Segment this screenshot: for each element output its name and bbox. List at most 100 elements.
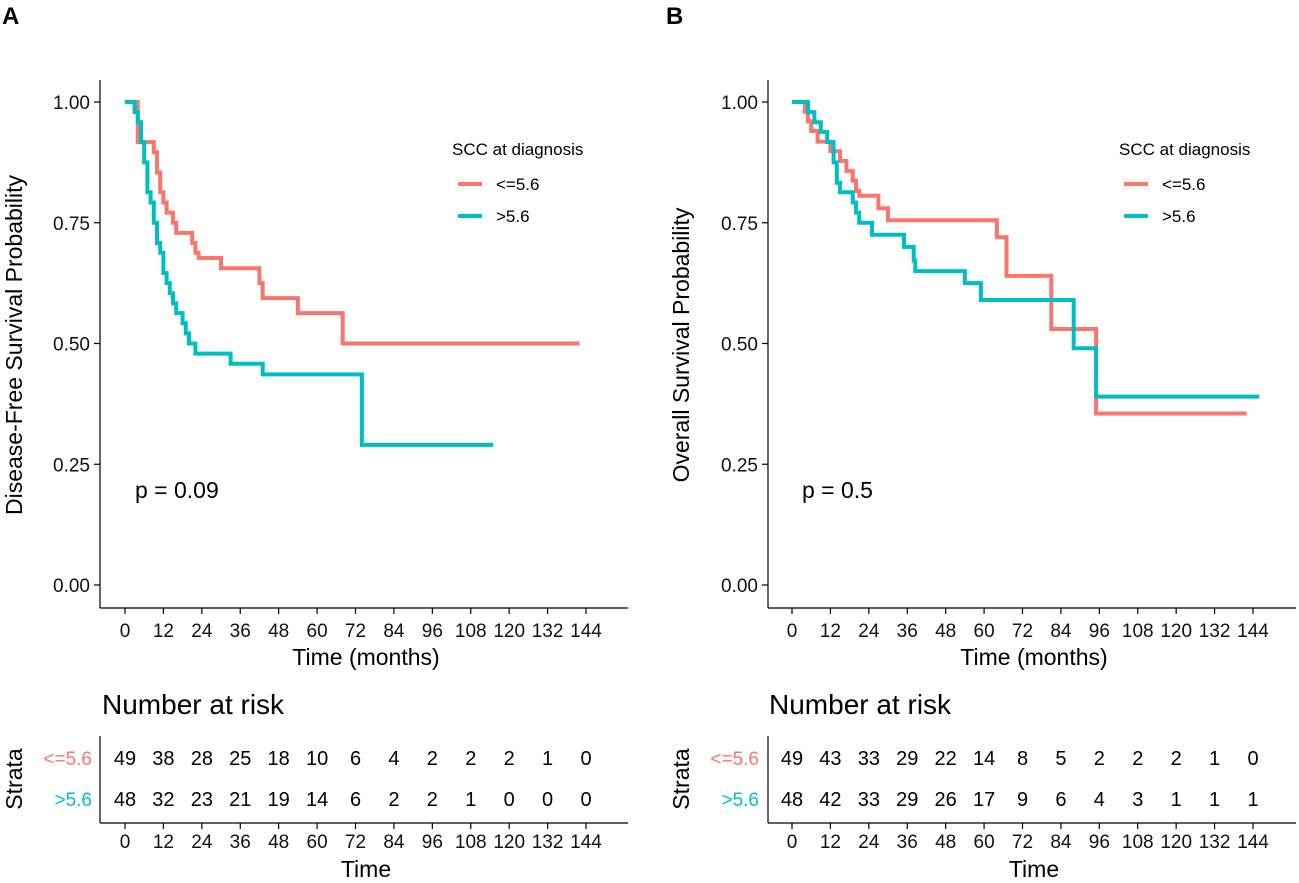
risk-cell: 28 [191, 748, 213, 770]
panel-a-plot: 0.00 0.25 0.50 0.75 1.00 0 12 24 36 48 60 72 84 96 10… [1, 80, 628, 670]
risk-x-tick-label: 72 [345, 832, 366, 853]
panel-a-risk-y-title: Strata [1, 748, 27, 810]
panel-b-risk-y-title: Strata [668, 748, 694, 810]
y-tick-label: 0.50 [721, 335, 758, 356]
x-tick-label: 108 [455, 621, 487, 642]
risk-cell: 2 [465, 748, 476, 770]
risk-cell: 5 [1055, 748, 1066, 770]
panel-a-legend-title: SCC at diagnosis [452, 140, 583, 159]
risk-cell: 1 [542, 748, 553, 770]
risk-cell: 8 [1017, 748, 1028, 770]
risk-cell: 25 [229, 748, 251, 770]
y-tick-label: 0.00 [53, 576, 90, 597]
risk-cell: 21 [229, 789, 251, 811]
panel-a-x-axis-title: Time (months) [292, 644, 439, 670]
risk-cell: 38 [152, 748, 174, 770]
risk-cell: 1 [1171, 789, 1182, 811]
y-tick-label: 0.75 [53, 214, 90, 235]
risk-cell: 1 [465, 789, 476, 811]
x-tick-label: 96 [422, 621, 443, 642]
risk-cell: 6 [350, 789, 361, 811]
x-tick-label: 36 [897, 621, 918, 642]
panel-a-curves [125, 100, 580, 447]
risk-cell: 6 [350, 748, 361, 770]
x-tick-label: 12 [820, 621, 841, 642]
risk-cell: 33 [858, 748, 880, 770]
risk-x-tick-label: 24 [191, 832, 213, 853]
x-tick-label: 120 [1160, 621, 1192, 642]
x-tick-label: 12 [153, 621, 174, 642]
panel-b-risk-table: Number at risk Strata <=5.6 >5.6 49 43 33 2… [668, 689, 1296, 882]
risk-cell: 49 [114, 748, 136, 770]
risk-x-tick-label: 96 [422, 832, 443, 853]
risk-x-tick-label: 84 [383, 832, 405, 853]
x-tick-label: 48 [935, 621, 956, 642]
risk-cell: 14 [306, 789, 328, 811]
risk-cell: 1 [1209, 748, 1220, 770]
risk-x-tick-label: 0 [120, 832, 131, 853]
panel-a-risk-x-ticks: 0 12 24 36 48 60 72 84 96 108 120 132 144 [120, 823, 602, 853]
risk-x-tick-label: 48 [268, 832, 289, 853]
risk-cell: 2 [1171, 748, 1182, 770]
panel-a: A 0.000.250.500.751.00 0 12 24 36 48 60 72 84 96… [1, 3, 628, 882]
panel-b-legend-title: SCC at diagnosis [1119, 140, 1250, 159]
y-tick-label: 1.00 [53, 93, 90, 114]
risk-cell: 48 [114, 789, 136, 811]
x-tick-label: 120 [493, 621, 525, 642]
x-tick-label: 60 [974, 621, 995, 642]
panel-b-x-ticks: 0 12 24 36 48 60 72 84 96 108 120 132 144 [787, 608, 1269, 642]
risk-cell: 17 [973, 789, 995, 811]
risk-cell: 2 [427, 789, 438, 811]
risk-cell: 1 [1209, 789, 1220, 811]
x-tick-label: 144 [570, 621, 602, 642]
x-tick-label: 108 [1122, 621, 1154, 642]
panel-b-label: B [666, 3, 683, 30]
panel-b: B 0.000.250.500.751.00 0 12 24 36 48 60 72 84 96… [666, 3, 1296, 882]
panel-a-risk-cells: 49 38 28 25 18 10 6 4 2 2 2 1 048 32 23 21 19 14 6 2 2 1 0 0 0 [114, 748, 592, 811]
risk-cell: 26 [935, 789, 957, 811]
panel-a-legend-label-low: <=5.6 [496, 175, 540, 194]
panel-b-y-ticks: 0.00 0.25 0.50 0.75 1.00 [721, 93, 768, 597]
risk-cell: 2 [1132, 748, 1143, 770]
panel-a-p-value: p = 0.09 [135, 477, 219, 503]
panel-b-risk-x-title: Time [1009, 856, 1059, 882]
x-tick-label: 0 [787, 621, 798, 642]
risk-cell: 4 [388, 748, 399, 770]
km-curve-low [792, 100, 1247, 416]
x-tick-label: 96 [1089, 621, 1110, 642]
panel-a-risk-strata-high: >5.6 [54, 790, 92, 811]
panel-b-y-axis-title: Overall Survival Probability [668, 207, 694, 482]
x-tick-label: 132 [532, 621, 564, 642]
risk-x-tick-label: 96 [1089, 832, 1110, 853]
x-tick-label: 24 [858, 621, 880, 642]
y-tick-label: 1.00 [721, 93, 758, 114]
risk-cell: 2 [388, 789, 399, 811]
y-tick-label: 0.50 [53, 335, 90, 356]
x-tick-label: 24 [191, 621, 213, 642]
risk-x-tick-label: 24 [858, 832, 880, 853]
panel-b-x-axis-title: Time (months) [960, 644, 1107, 670]
risk-x-tick-label: 132 [532, 832, 564, 853]
km-curve-high [792, 100, 1260, 399]
risk-cell: 1 [1247, 789, 1258, 811]
panel-b-curves [792, 100, 1260, 416]
panel-b-risk-strata-high: >5.6 [721, 790, 759, 811]
risk-x-tick-label: 12 [820, 832, 841, 853]
risk-cell: 43 [819, 748, 841, 770]
x-tick-label: 144 [1237, 621, 1269, 642]
y-tick-label: 0.25 [721, 455, 758, 476]
panel-b-plot: 0.00 0.25 0.50 0.75 1.00 0 12 24 36 48 60 72 84 96 10… [668, 80, 1296, 670]
risk-cell: 32 [152, 789, 174, 811]
risk-cell: 0 [504, 789, 515, 811]
risk-x-tick-label: 144 [1237, 832, 1269, 853]
panel-a-y-axis-title: Disease-Free Survival Probability [1, 174, 27, 515]
risk-cell: 33 [858, 789, 880, 811]
risk-cell: 18 [268, 748, 290, 770]
risk-cell: 19 [268, 789, 290, 811]
x-tick-label: 36 [230, 621, 251, 642]
risk-x-tick-label: 60 [307, 832, 328, 853]
risk-cell: 29 [896, 748, 918, 770]
risk-x-tick-label: 108 [455, 832, 487, 853]
risk-cell: 14 [973, 748, 995, 770]
risk-cell: 22 [935, 748, 957, 770]
